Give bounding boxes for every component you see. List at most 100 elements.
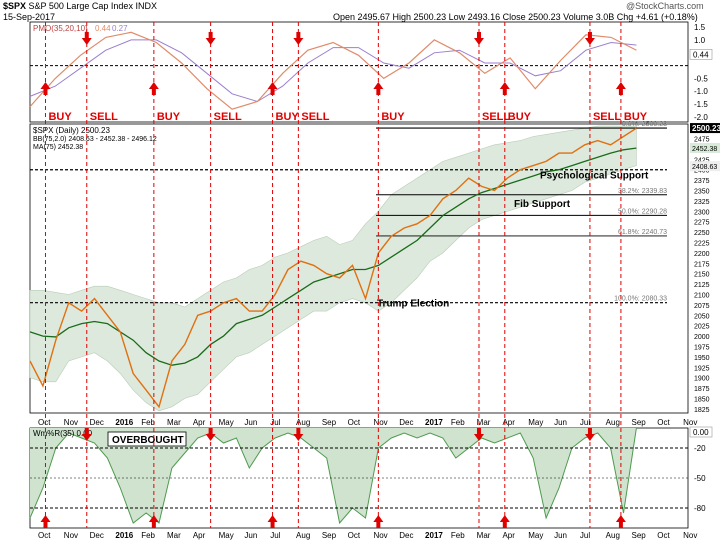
- wr-x-tick: Oct: [348, 531, 361, 540]
- wr-last-badge-box: [689, 426, 713, 438]
- price-legend-title: $SPX (Daily) 2500.23: [33, 126, 110, 135]
- wr-x-tick: Sep: [631, 531, 646, 540]
- signal-label: BUY: [381, 111, 405, 123]
- index-name: S&P 500 Large Cap Index: [28, 1, 133, 11]
- bb-badge: 2408.63: [692, 164, 717, 171]
- sell-arrow-wr: [81, 428, 92, 441]
- price-x-tick: Sep: [322, 418, 337, 427]
- signal-label: SELL: [214, 111, 242, 123]
- buy-arrow: [40, 82, 51, 95]
- trump-election-label: Trump Election: [377, 299, 449, 310]
- wr-x-tick: Jul: [270, 531, 280, 540]
- sell-arrow: [584, 32, 595, 45]
- price-y-tick: 2325: [694, 199, 710, 206]
- price-y-tick: 1900: [694, 376, 710, 383]
- sell-arrow: [205, 32, 216, 45]
- wr-x-tick: Sep: [322, 531, 337, 540]
- wr-last-badge: 0.00: [693, 428, 709, 437]
- wr-x-tick: Jun: [244, 531, 257, 540]
- price-x-tick: Mar: [167, 418, 181, 427]
- price-y-tick: 2025: [694, 324, 710, 331]
- pmo-y-tick: -1.5: [694, 100, 708, 109]
- pmo-last-badge: 0.44: [693, 50, 709, 59]
- price-x-tick: Nov: [683, 418, 697, 427]
- signal-label: BUY: [276, 111, 300, 123]
- fib-support-label: Fib Support: [514, 199, 571, 210]
- signal-label: SELL: [301, 111, 329, 123]
- signal-label: BUY: [508, 111, 532, 123]
- pmo-y-tick: -2.0: [694, 113, 708, 122]
- price-x-tick: Dec: [399, 418, 413, 427]
- pmo-y-tick: 1.5: [694, 23, 706, 32]
- wr-x-tick: Apr: [193, 531, 206, 540]
- price-y-tick: 2475: [694, 137, 710, 144]
- wr-y-tick: -50: [694, 474, 706, 483]
- price-y-tick: 2150: [694, 272, 710, 279]
- sell-arrow-wr: [473, 428, 484, 441]
- pmo-legend-value: 0.44: [95, 24, 111, 33]
- price-y-tick: 1975: [694, 344, 710, 351]
- price-y-tick: 2350: [694, 189, 710, 196]
- sell-arrow-wr: [584, 428, 595, 441]
- price-y-tick: 1950: [694, 355, 710, 362]
- price-y-tick: 2275: [694, 220, 710, 227]
- bb-badge-box: [690, 161, 720, 172]
- wr-x-tick: Feb: [141, 531, 155, 540]
- pmo-y-tick: 1.0: [694, 36, 706, 45]
- signal-label: SELL: [90, 111, 118, 123]
- quote-date: 15-Sep-2017: [3, 12, 56, 22]
- sell-arrow: [293, 32, 304, 45]
- price-x-tick: Mar: [477, 418, 491, 427]
- sell-arrow-wr: [205, 428, 216, 441]
- price-x-tick: Nov: [373, 418, 387, 427]
- fib-level-label: 61.8%: 2240.73: [618, 229, 667, 236]
- wr-x-tick: 2017: [425, 531, 443, 540]
- price-y-tick: 1875: [694, 386, 710, 393]
- wr-x-tick: Aug: [606, 531, 620, 540]
- buy-arrow-wr: [148, 515, 159, 528]
- signal-label: BUY: [157, 111, 181, 123]
- price-badge: 2500.23: [692, 124, 720, 133]
- fib-level-label: 38.2%: 2339.83: [618, 188, 667, 195]
- price-x-tick: Feb: [141, 418, 155, 427]
- watermark: @StockCharts.com: [626, 1, 704, 11]
- price-x-tick: 2017: [425, 418, 443, 427]
- price-y-tick: 2125: [694, 282, 710, 289]
- pmo-last-badge-box: [689, 49, 713, 60]
- fib-level-label: 50.0%: 2290.28: [618, 208, 667, 215]
- price-y-tick: 1825: [694, 407, 710, 414]
- sell-arrow: [81, 32, 92, 45]
- wr-x-tick: Oct: [38, 531, 51, 540]
- wr-x-tick: Jul: [580, 531, 590, 540]
- wr-x-tick: Dec: [399, 531, 413, 540]
- wr-legend-title: Wm%R(35) 0.00: [33, 429, 93, 438]
- overbought-box: [107, 431, 187, 447]
- signal-label: SELL: [593, 111, 621, 123]
- wr-x-tick: Nov: [373, 531, 387, 540]
- price-x-tick: Apr: [502, 418, 515, 427]
- buy-arrow-wr: [499, 515, 510, 528]
- price-x-tick: May: [219, 418, 234, 427]
- wr-x-tick: Apr: [502, 531, 515, 540]
- fib-level-label: 0.0%: 2500.23: [622, 121, 667, 128]
- price-y-tick: 2225: [694, 241, 710, 248]
- sell-arrow-wr: [293, 428, 304, 441]
- pmo-panel-frame: [29, 21, 689, 123]
- psych-support-label: Psychological Support: [540, 171, 649, 182]
- price-y-tick: 2375: [694, 178, 710, 185]
- price-x-tick: Sep: [631, 418, 646, 427]
- buy-arrow: [499, 82, 510, 95]
- overbought-label: OVERBOUGHT: [112, 435, 184, 446]
- wr-x-tick: Jun: [554, 531, 567, 540]
- wr-x-tick: Mar: [167, 531, 181, 540]
- price-badge-box: [690, 123, 720, 134]
- wr-line: [29, 427, 637, 525]
- buy-arrow: [148, 82, 159, 95]
- price-y-tick: 1925: [694, 365, 710, 372]
- signal-label: BUY: [624, 111, 648, 123]
- wr-x-tick: 2016: [115, 531, 133, 540]
- price-y-tick: 2250: [694, 230, 710, 237]
- price-x-tick: Feb: [451, 418, 465, 427]
- exchange: INDX: [135, 1, 157, 11]
- price-y-tick: 2050: [694, 313, 710, 320]
